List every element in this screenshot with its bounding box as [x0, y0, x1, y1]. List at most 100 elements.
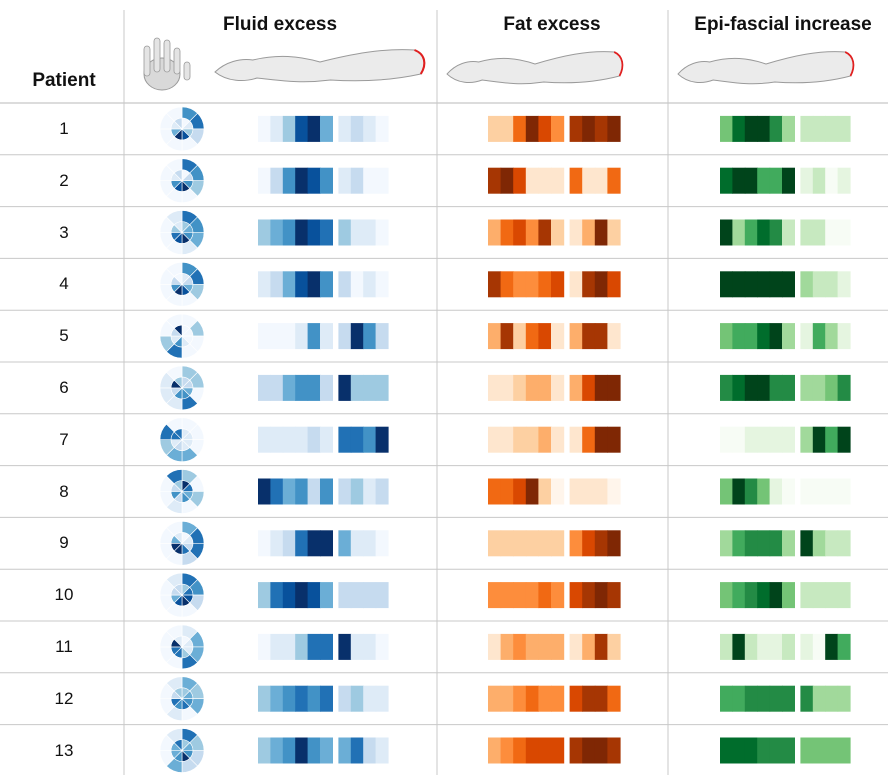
heat-cell	[320, 374, 333, 401]
heat-cell	[569, 219, 583, 246]
epi-fascial-increase-header: Epi-fascial increase	[694, 14, 872, 35]
heat-cell	[270, 633, 284, 660]
heat-cell	[338, 323, 352, 350]
heat-cell	[338, 271, 352, 298]
heat-cell	[363, 426, 377, 453]
wheel-sector	[166, 106, 183, 122]
heat-cell	[607, 323, 621, 350]
heat-cell	[320, 219, 333, 246]
polar-wheel	[159, 520, 205, 566]
heat-cell	[525, 219, 539, 246]
heat-cell	[607, 271, 621, 298]
heat-cell	[320, 685, 333, 712]
heat-cell	[295, 633, 309, 660]
heat-cell	[375, 323, 389, 350]
polar-wheel	[159, 261, 205, 307]
heat-cell	[825, 426, 839, 453]
heat-cell	[270, 115, 284, 142]
heat-cell	[757, 426, 771, 453]
heat-cell	[582, 737, 596, 764]
heat-cell	[744, 323, 758, 350]
heat-cell	[800, 737, 814, 764]
heat-cell	[757, 219, 771, 246]
heat-cell	[258, 167, 271, 194]
heat-cell	[320, 323, 333, 350]
heat-cell	[363, 478, 377, 505]
heat-cell	[837, 633, 851, 660]
header-icons	[143, 37, 855, 91]
wheel-sector	[166, 313, 183, 329]
heat-cell	[812, 478, 826, 505]
heat-cell	[720, 426, 733, 453]
heat-cell	[307, 374, 321, 401]
heat-cell	[525, 271, 539, 298]
heat-cell	[258, 737, 271, 764]
heat-cell	[282, 271, 296, 298]
wheel-sector	[166, 520, 183, 536]
heat-cell	[488, 633, 502, 660]
heat-cell	[538, 219, 552, 246]
heat-cell	[538, 530, 552, 557]
heat-cell	[375, 219, 389, 246]
heat-cell	[757, 374, 771, 401]
heat-cell	[825, 374, 839, 401]
heat-cell	[582, 582, 596, 609]
heat-cell	[825, 219, 839, 246]
heat-cell	[295, 115, 309, 142]
heat-cell	[500, 633, 514, 660]
heat-cell	[270, 478, 284, 505]
heat-cell	[594, 582, 608, 609]
wheel-sector	[166, 261, 183, 277]
heat-cell	[538, 685, 552, 712]
patient-number: 4	[59, 274, 69, 294]
heat-cell	[720, 374, 733, 401]
patient-number: 1	[59, 118, 69, 138]
heat-cell	[338, 374, 352, 401]
heat-cell	[258, 582, 271, 609]
heat-cell	[538, 167, 552, 194]
wheel-sector	[166, 572, 183, 588]
heat-cell	[270, 530, 284, 557]
heat-cell	[769, 685, 783, 712]
heat-cell	[551, 737, 565, 764]
heat-cell	[732, 323, 746, 350]
polar-wheel	[159, 469, 205, 514]
heat-cell	[800, 685, 814, 712]
heat-cell	[282, 737, 296, 764]
heat-cell	[582, 115, 596, 142]
wheel-sector	[166, 417, 183, 433]
heat-cell	[594, 323, 608, 350]
heat-cell	[782, 271, 795, 298]
heat-cell	[295, 323, 309, 350]
heat-cell	[500, 115, 514, 142]
patient-number: 7	[59, 429, 69, 449]
heat-cell	[744, 374, 758, 401]
heat-cell	[744, 115, 758, 142]
heat-cell	[488, 219, 502, 246]
heat-cell	[607, 478, 621, 505]
heat-cell	[744, 478, 758, 505]
heat-cell	[363, 323, 377, 350]
heat-cell	[513, 167, 527, 194]
heat-cell	[513, 530, 527, 557]
heat-cell	[812, 167, 826, 194]
heat-cell	[270, 426, 284, 453]
heat-cell	[295, 271, 309, 298]
heat-cell	[744, 737, 758, 764]
heat-cell	[825, 582, 839, 609]
heat-cell	[800, 582, 814, 609]
polar-wheel	[159, 313, 205, 359]
heat-cell	[551, 530, 565, 557]
heat-cell	[307, 685, 321, 712]
heat-cell	[569, 737, 583, 764]
heat-cell	[320, 633, 333, 660]
heat-cell	[295, 737, 309, 764]
patient-number: 6	[59, 377, 69, 397]
heat-cell	[732, 271, 746, 298]
heat-cell	[732, 167, 746, 194]
polar-wheel	[159, 210, 205, 255]
heat-cell	[551, 219, 565, 246]
heat-cell	[282, 582, 296, 609]
heat-cell	[513, 219, 527, 246]
